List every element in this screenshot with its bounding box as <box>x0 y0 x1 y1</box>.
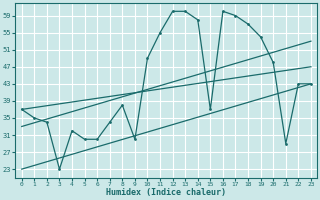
X-axis label: Humidex (Indice chaleur): Humidex (Indice chaleur) <box>106 188 226 197</box>
